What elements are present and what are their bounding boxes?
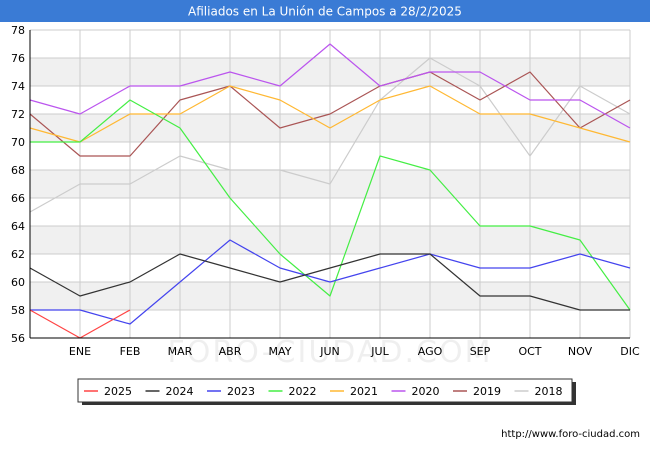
y-tick-label: 74 bbox=[11, 80, 25, 93]
x-tick-label: MAR bbox=[168, 345, 193, 358]
y-axis-ticks: 56 58 60 62 64 66 68 70 72 74 76 78 bbox=[11, 24, 25, 345]
x-tick-label: OCT bbox=[518, 345, 541, 358]
x-tick-label: AGO bbox=[418, 345, 443, 358]
y-tick-label: 56 bbox=[11, 332, 25, 345]
x-tick-label: NOV bbox=[568, 345, 593, 358]
series-line-2020 bbox=[29, 43, 631, 129]
legend-label-2022: 2022 bbox=[289, 385, 317, 398]
y-tick-label: 76 bbox=[11, 52, 25, 65]
y-tick-label: 58 bbox=[11, 304, 25, 317]
y-tick-label: 70 bbox=[11, 136, 25, 149]
source-url[interactable]: http://www.foro-ciudad.com bbox=[501, 429, 640, 440]
legend-label-2021: 2021 bbox=[350, 385, 378, 398]
series-line-2023 bbox=[30, 239, 631, 325]
y-tick-label: 72 bbox=[11, 108, 25, 121]
x-tick-label: MAY bbox=[269, 345, 292, 358]
y-tick-label: 68 bbox=[11, 164, 25, 177]
x-tick-label: ENE bbox=[69, 345, 91, 358]
y-tick-label: 66 bbox=[11, 192, 25, 205]
legend-label-2018: 2018 bbox=[535, 385, 563, 398]
legend: 2025 2024 2023 2022 2021 2020 2019 2018 bbox=[77, 378, 576, 405]
legend-label-2020: 2020 bbox=[412, 385, 440, 398]
title-bar bbox=[0, 0, 650, 22]
series-line-2019 bbox=[29, 71, 631, 157]
x-axis-ticks: ENE FEB MAR ABR MAY JUN JUL AGO SEP OCT NOV DIC bbox=[69, 345, 640, 358]
x-tick-label: ABR bbox=[219, 345, 242, 358]
series-layer bbox=[29, 43, 631, 339]
series-line-2021 bbox=[29, 85, 631, 143]
chart-title: Afiliados en La Unión de Campos a 28/2/2… bbox=[188, 5, 462, 19]
x-tick-label: SEP bbox=[470, 345, 491, 358]
y-tick-label: 64 bbox=[11, 220, 25, 233]
x-tick-label: JUL bbox=[370, 345, 389, 358]
series-line-2018 bbox=[29, 57, 631, 213]
legend-label-2025: 2025 bbox=[104, 385, 132, 398]
x-tick-label: DIC bbox=[620, 345, 640, 358]
watermark: FORO-CIUDAD.COM bbox=[168, 335, 493, 370]
legend-label-2024: 2024 bbox=[166, 385, 194, 398]
x-tick-label: FEB bbox=[120, 345, 141, 358]
series-line-2024 bbox=[29, 253, 630, 311]
y-tick-label: 78 bbox=[11, 24, 25, 37]
y-tick-label: 62 bbox=[11, 248, 25, 261]
x-tick-label: JUN bbox=[319, 345, 340, 358]
legend-box bbox=[77, 378, 573, 403]
series-line-2022 bbox=[30, 99, 631, 311]
legend-label-2023: 2023 bbox=[227, 385, 255, 398]
legend-label-2019: 2019 bbox=[473, 385, 501, 398]
y-tick-label: 60 bbox=[11, 276, 25, 289]
